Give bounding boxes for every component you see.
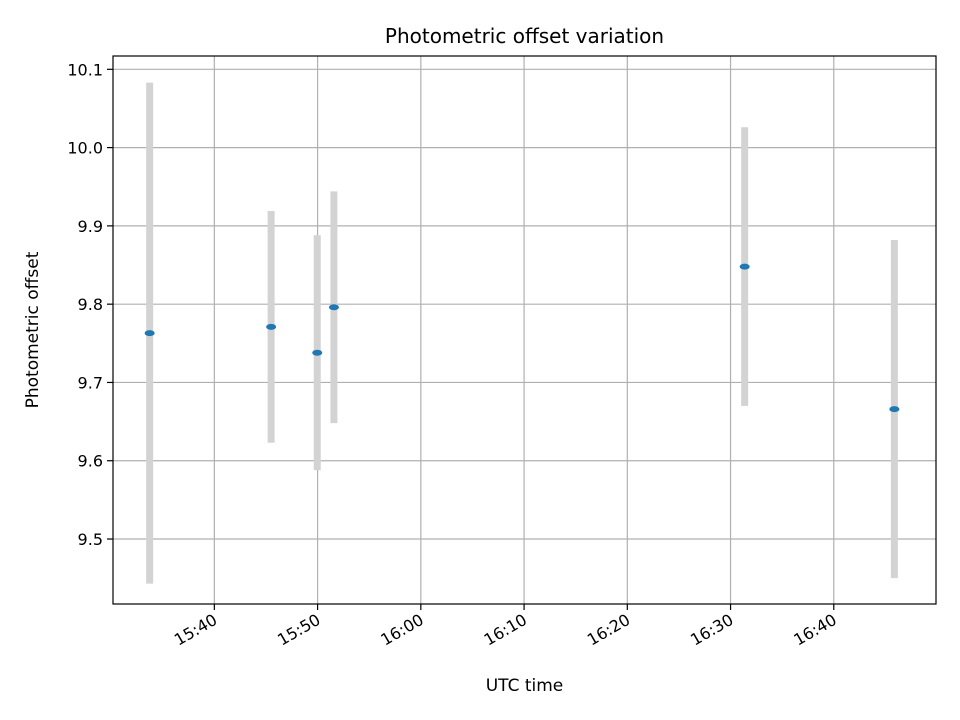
y-axis-label: Photometric offset (23, 251, 43, 408)
y-tick-label: 9.5 (78, 530, 103, 549)
y-tick-label: 9.7 (78, 373, 103, 392)
y-tick-label: 9.6 (78, 452, 103, 471)
data-point (266, 323, 277, 330)
data-point (889, 406, 900, 413)
x-axis-label: UTC time (486, 676, 564, 696)
data-points (144, 263, 900, 413)
data-point (739, 263, 750, 270)
y-tick-label: 10.1 (67, 60, 103, 79)
grid (113, 56, 936, 604)
data-point (328, 304, 339, 311)
y-tick-label: 10.0 (67, 139, 103, 158)
data-point (144, 330, 155, 337)
y-axis-ticks: 9.5 9.6 9.7 9.8 9.9 10.0 10.1 (67, 60, 113, 549)
y-tick-label: 9.8 (78, 295, 103, 314)
data-point (312, 349, 323, 356)
y-tick-label: 9.9 (78, 217, 103, 236)
chart-title: Photometric offset variation (385, 24, 664, 48)
